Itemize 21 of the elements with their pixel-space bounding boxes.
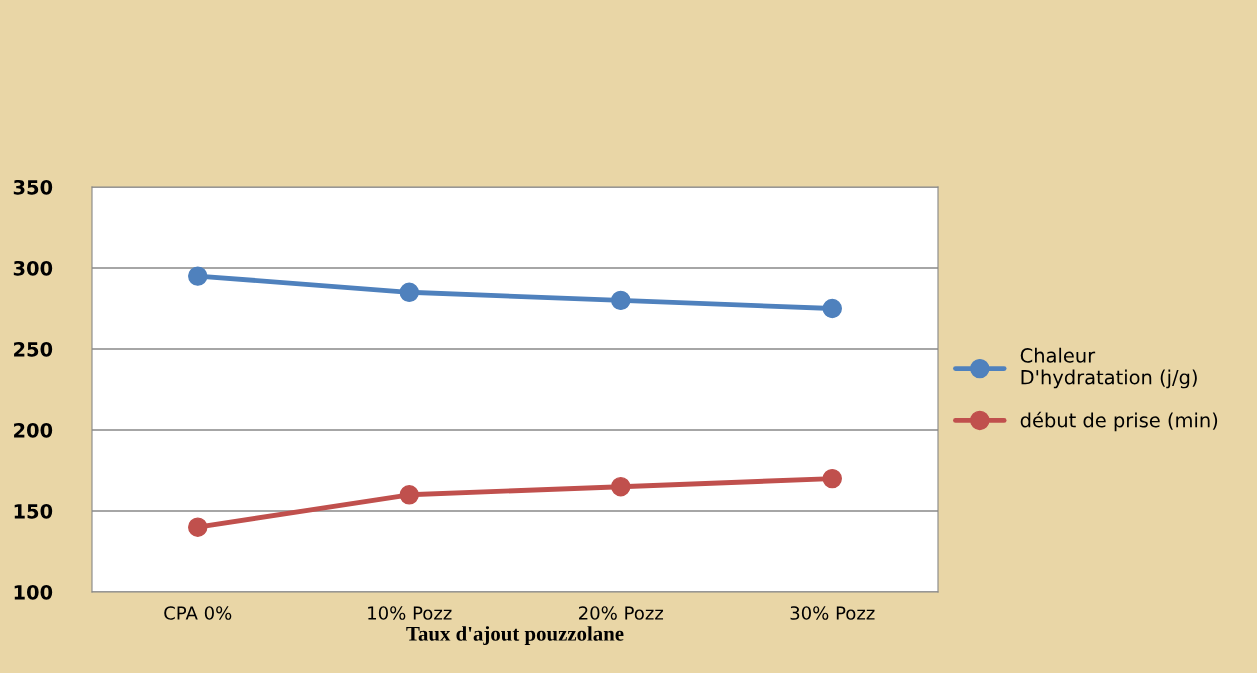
- legend-label: Chaleur D'hydratation (j/g): [1020, 347, 1197, 389]
- point: [399, 282, 419, 303]
- point: [822, 468, 842, 489]
- point: [611, 290, 631, 311]
- y-tick-label: 300: [13, 260, 53, 276]
- y-tick-label: 250: [14, 341, 53, 357]
- y-tick-label: 150: [14, 503, 53, 519]
- x-axis-title: Taux d'ajout pouzzolane: [406, 626, 624, 646]
- point: [188, 266, 208, 286]
- x-tick-label: 10% Pozz: [368, 606, 452, 620]
- x-tick-label: CPA 0%: [164, 606, 232, 620]
- x-tick-label: 30% Pozz: [790, 606, 875, 620]
- point: [188, 517, 208, 537]
- y-tick-label: 200: [14, 422, 53, 438]
- x-tick-label: 20% Pozz: [579, 606, 664, 620]
- y-tick-label: 100: [14, 584, 53, 600]
- y-tick-label: 350: [13, 179, 53, 195]
- point: [822, 298, 842, 319]
- point: [611, 476, 631, 497]
- legend-label: début de prise (min): [1020, 411, 1218, 432]
- point: [399, 485, 419, 505]
